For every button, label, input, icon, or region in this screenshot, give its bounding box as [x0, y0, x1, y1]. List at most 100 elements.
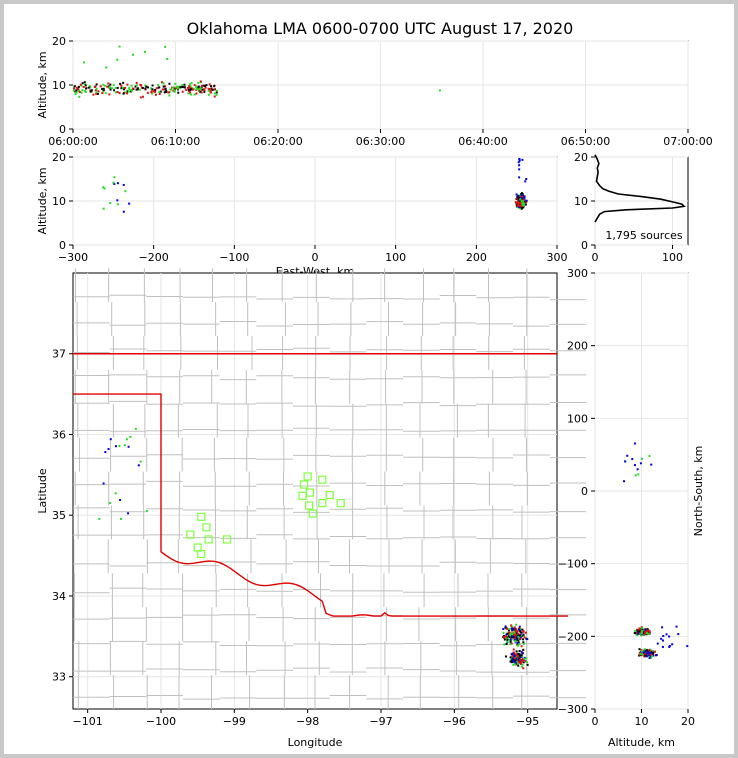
- data-point: [514, 662, 517, 665]
- data-point: [200, 91, 203, 94]
- data-point: [161, 81, 164, 84]
- data-point: [102, 207, 105, 210]
- data-point: [517, 644, 520, 647]
- data-point: [524, 660, 527, 663]
- data-point: [644, 650, 647, 653]
- y-tick-label: 34: [52, 590, 66, 603]
- data-point: [522, 206, 525, 209]
- data-point: [85, 87, 88, 90]
- data-point: [186, 86, 189, 89]
- data-point: [517, 664, 520, 667]
- data-point: [84, 89, 87, 92]
- data-point: [146, 91, 149, 94]
- data-point: [191, 88, 194, 91]
- data-point: [517, 195, 520, 198]
- data-point: [517, 652, 520, 655]
- data-point: [189, 89, 192, 92]
- data-point: [518, 627, 521, 630]
- data-point: [89, 86, 92, 89]
- data-point: [519, 630, 522, 633]
- data-point: [195, 86, 198, 89]
- data-point: [114, 91, 117, 94]
- data-point: [134, 85, 137, 88]
- data-point: [637, 632, 640, 635]
- data-point: [516, 643, 519, 646]
- lma-station-marker: [308, 509, 317, 518]
- data-point: [510, 632, 513, 635]
- data-point: [522, 204, 525, 207]
- data-point: [98, 517, 101, 520]
- data-point: [145, 85, 148, 88]
- x-tick-label: 20: [681, 715, 695, 728]
- data-point: [525, 178, 528, 181]
- data-point: [641, 626, 644, 629]
- data-point: [162, 85, 165, 88]
- data-point: [116, 58, 119, 61]
- data-point: [109, 83, 112, 86]
- lma-station-marker: [336, 499, 345, 508]
- data-point: [74, 93, 77, 96]
- lma-station-marker: [299, 480, 309, 489]
- data-point: [638, 651, 641, 654]
- x-tick-label: −200: [139, 251, 169, 264]
- data-point: [107, 82, 110, 85]
- data-point: [518, 650, 521, 653]
- data-point: [648, 631, 651, 634]
- data-point: [81, 82, 84, 85]
- data-point: [634, 629, 637, 632]
- data-point: [640, 631, 643, 634]
- data-point: [203, 90, 206, 93]
- data-point: [512, 648, 515, 651]
- data-point: [639, 653, 642, 656]
- data-point: [197, 81, 200, 84]
- data-point: [524, 180, 527, 183]
- data-point: [516, 201, 519, 204]
- data-point: [515, 657, 518, 660]
- data-point: [518, 164, 521, 167]
- county-line: [73, 480, 587, 487]
- y-tick-label: 10: [52, 195, 66, 208]
- data-point: [203, 85, 206, 88]
- data-point: [504, 655, 507, 658]
- county-line: [107, 268, 115, 709]
- county-line: [211, 268, 218, 709]
- y-tick-label: 20: [574, 151, 588, 164]
- data-point: [521, 195, 524, 198]
- data-point: [656, 642, 659, 645]
- data-point: [517, 654, 520, 657]
- y-axis-label: Latitude: [36, 468, 49, 514]
- data-point: [633, 464, 636, 467]
- data-point: [633, 632, 636, 635]
- data-point: [126, 438, 129, 441]
- data-point: [132, 53, 135, 56]
- x-tick-label: 0: [312, 251, 319, 264]
- data-point: [518, 204, 521, 207]
- data-point: [135, 84, 138, 87]
- data-point: [136, 87, 139, 90]
- county-line: [73, 454, 587, 460]
- data-point: [193, 93, 196, 96]
- x-tick-label: −95: [516, 715, 539, 728]
- data-point: [175, 85, 178, 88]
- lma-station-marker: [318, 475, 327, 484]
- data-point: [177, 91, 180, 94]
- data-point: [82, 85, 85, 88]
- data-point: [521, 657, 524, 660]
- data-point: [190, 82, 193, 85]
- county-line: [418, 268, 425, 709]
- data-point: [651, 655, 654, 658]
- data-point: [110, 87, 113, 90]
- data-point: [520, 192, 523, 195]
- data-point: [515, 655, 518, 658]
- data-point: [129, 435, 132, 438]
- data-point: [647, 629, 650, 632]
- data-point: [137, 88, 140, 91]
- data-point: [151, 84, 154, 87]
- county-line: [73, 534, 587, 540]
- x-tick-label: 10: [635, 715, 649, 728]
- data-point: [113, 182, 116, 185]
- y-tick-label: −300: [558, 703, 588, 716]
- x-axis-label: Altitude, km: [608, 736, 675, 749]
- data-point: [636, 468, 639, 471]
- data-point: [515, 632, 518, 635]
